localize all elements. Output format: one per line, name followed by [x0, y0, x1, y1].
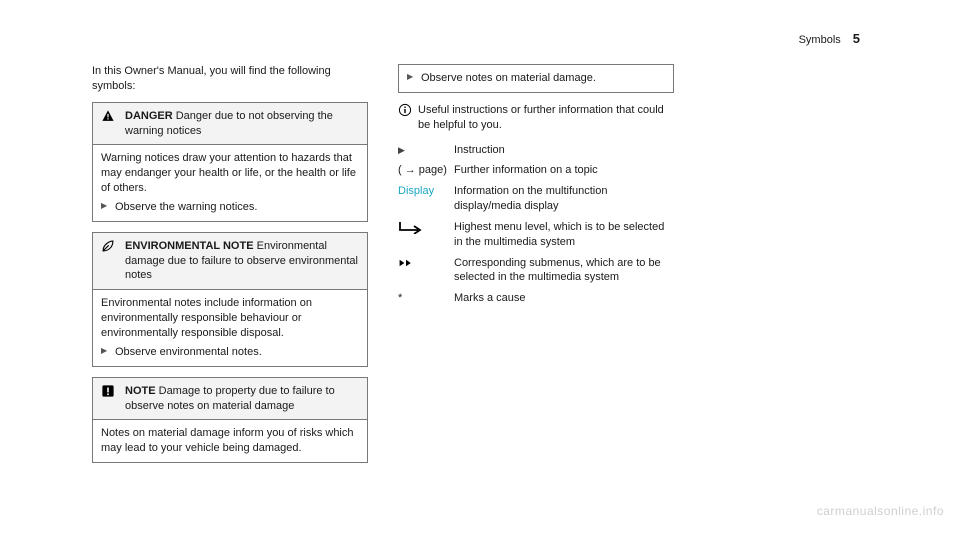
- leaf-icon: [101, 239, 115, 253]
- note-action: Observe notes on material damage.: [407, 71, 665, 86]
- page-header: Symbols 5: [799, 30, 860, 48]
- display-symbol: Display: [398, 182, 454, 218]
- danger-header: DANGER Danger due to not observing the w…: [92, 102, 368, 146]
- instruction-text: Instruction: [454, 141, 674, 162]
- table-row: Corresponding submenus, which are to be …: [398, 254, 674, 290]
- submenu-icon: [398, 254, 454, 290]
- danger-block: DANGER Danger due to not observing the w…: [92, 102, 368, 222]
- header-title: Symbols: [799, 33, 841, 48]
- env-body-text: Environmental notes include information …: [101, 296, 359, 341]
- danger-body-text: Warning notices draw your attention to h…: [101, 151, 359, 196]
- right-column: Observe notes on material damage. Useful…: [398, 64, 674, 473]
- page-ref-symbol: ( → page): [398, 161, 454, 182]
- left-column: In this Owner's Manual, you will find th…: [92, 64, 368, 473]
- note-block: NOTE Damage to property due to failure t…: [92, 377, 368, 463]
- content-columns: In this Owner's Manual, you will find th…: [92, 64, 674, 473]
- danger-label: DANGER: [125, 110, 173, 122]
- note-action-box: Observe notes on material damage.: [398, 64, 674, 93]
- info-circle-icon: [398, 103, 412, 117]
- env-body: Environmental notes include information …: [92, 290, 368, 366]
- intro-text: In this Owner's Manual, you will find th…: [92, 64, 368, 94]
- table-row: ( → page) Further information on a topic: [398, 161, 674, 182]
- table-row: ▶ Instruction: [398, 141, 674, 162]
- menu-level-text: Highest menu level, which is to be selec…: [454, 218, 674, 254]
- note-desc: Damage to property due to failure to obs…: [125, 385, 335, 412]
- useful-info: Useful instructions or further informati…: [398, 103, 674, 133]
- environmental-block: ENVIRONMENTAL NOTE Environmental damage …: [92, 232, 368, 367]
- page-ref-text: Further information on a topic: [454, 161, 674, 182]
- warning-triangle-icon: [101, 109, 115, 123]
- page-number: 5: [853, 30, 860, 48]
- display-text: Information on the multifunction display…: [454, 182, 674, 218]
- note-label: NOTE: [125, 385, 156, 397]
- manual-page: Symbols 5 In this Owner's Manual, you wi…: [0, 0, 960, 533]
- danger-action: Observe the warning notices.: [101, 200, 359, 215]
- env-action: Observe environmental notes.: [101, 345, 359, 360]
- table-row: Highest menu level, which is to be selec…: [398, 218, 674, 254]
- useful-text: Useful instructions or further informati…: [418, 104, 664, 131]
- note-body-text: Notes on material damage inform you of r…: [101, 426, 359, 456]
- exclamation-icon: [101, 384, 115, 398]
- definitions-table: ▶ Instruction ( → page) Further informat…: [398, 141, 674, 311]
- menu-level-icon: [398, 218, 454, 254]
- env-label: ENVIRONMENTAL NOTE: [125, 240, 254, 252]
- note-header: NOTE Damage to property due to failure t…: [92, 377, 368, 421]
- table-row: * Marks a cause: [398, 289, 674, 310]
- watermark-text: carmanualsonline.info: [817, 503, 944, 519]
- note-action-block: Observe notes on material damage.: [398, 64, 674, 93]
- cause-text: Marks a cause: [454, 289, 674, 310]
- submenu-text: Corresponding submenus, which are to be …: [454, 254, 674, 290]
- danger-body: Warning notices draw your attention to h…: [92, 145, 368, 221]
- instruction-symbol: ▶: [398, 141, 454, 162]
- cause-symbol: *: [398, 289, 454, 310]
- env-header: ENVIRONMENTAL NOTE Environmental damage …: [92, 232, 368, 291]
- note-body: Notes on material damage inform you of r…: [92, 420, 368, 463]
- table-row: Display Information on the multifunction…: [398, 182, 674, 218]
